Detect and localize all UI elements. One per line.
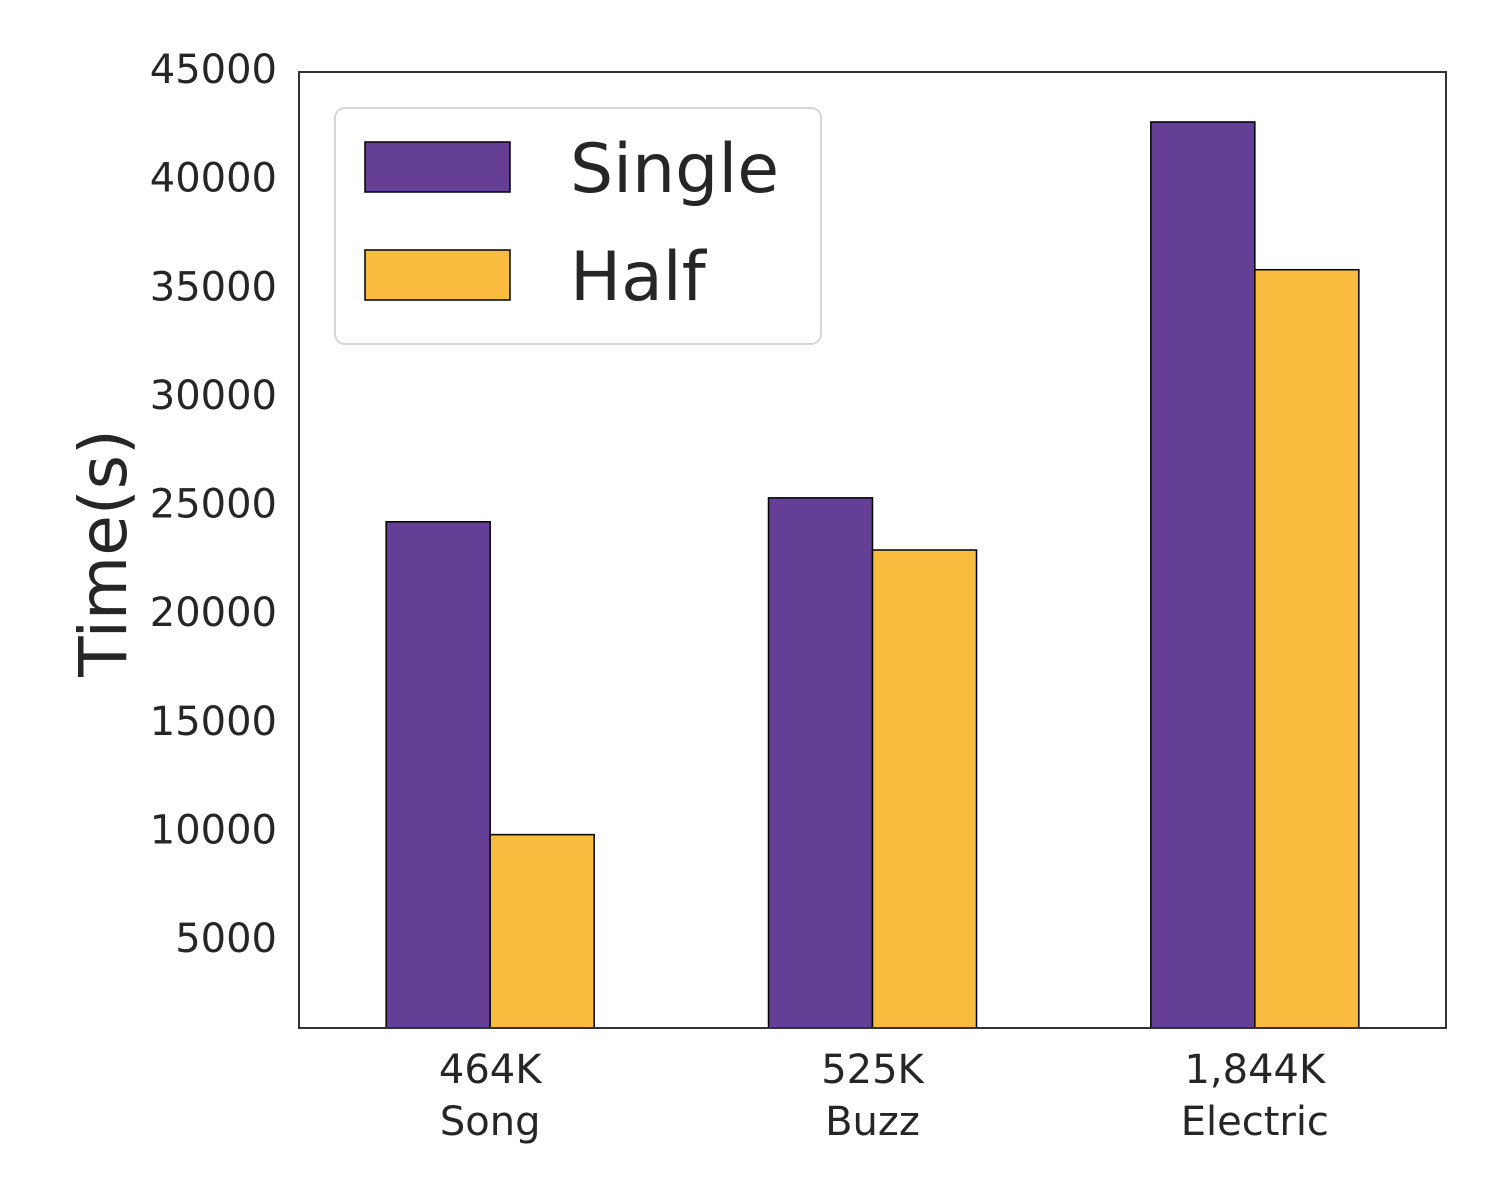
x-axis-ticks: 464K Song 525K Buzz 1,844K Electric — [439, 1047, 1329, 1145]
x-tick-label-size: 1,844K — [1184, 1047, 1327, 1093]
bar-half-buzz — [871, 549, 978, 1029]
y-tick-label: 20000 — [150, 590, 277, 636]
bar-half-song — [489, 833, 595, 1029]
y-axis-ticks: 5000 10000 15000 20000 25000 30000 35000 40000 4… — [150, 47, 277, 962]
x-tick-label-size: 464K — [439, 1047, 543, 1093]
y-tick-label: 45000 — [150, 47, 277, 93]
bar-single-electric — [1150, 121, 1256, 1029]
plot-frame — [298, 71, 1447, 1029]
legend-swatch-half — [364, 249, 511, 301]
y-tick-label: 25000 — [150, 482, 277, 528]
x-tick-label-size: 525K — [821, 1047, 925, 1093]
bar-single-buzz — [767, 497, 874, 1029]
legend-swatch-single — [364, 141, 511, 193]
y-tick-label: 35000 — [150, 264, 277, 310]
y-tick-label: 15000 — [150, 699, 277, 745]
bars-group — [385, 121, 1360, 1029]
y-axis-title: Time(s) — [65, 429, 142, 677]
y-tick-label: 40000 — [150, 156, 277, 202]
bar-half-electric — [1254, 268, 1360, 1029]
y-tick-label: 5000 — [175, 916, 277, 962]
y-tick-label: 30000 — [150, 373, 277, 419]
legend: Single Half — [334, 107, 822, 345]
x-tick-label-name: Buzz — [825, 1099, 920, 1145]
x-tick-label-name: Electric — [1181, 1099, 1329, 1145]
legend-label-single: Single — [570, 130, 779, 209]
y-tick-label: 10000 — [150, 807, 277, 853]
legend-label-half: Half — [570, 238, 708, 317]
x-tick-label-name: Song — [440, 1099, 541, 1145]
bar-single-song — [385, 521, 491, 1029]
